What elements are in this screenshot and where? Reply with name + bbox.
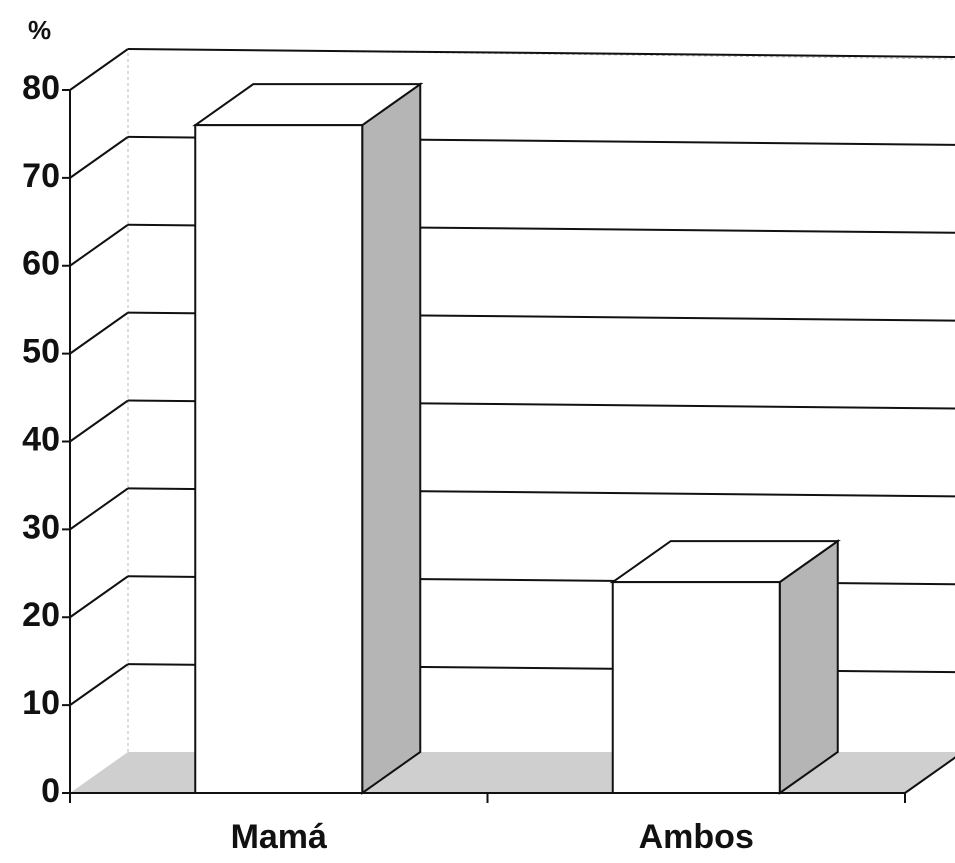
bar xyxy=(611,581,781,794)
x-tick-label: Mamá xyxy=(231,818,327,856)
y-tick-label: 80 xyxy=(22,69,60,107)
bar-side xyxy=(778,539,839,795)
grid-line xyxy=(69,487,129,531)
y-tick-label: 20 xyxy=(22,596,60,634)
y-tick-label: 50 xyxy=(22,333,60,371)
y-tick-label: 70 xyxy=(22,157,60,195)
y-tick-label: 30 xyxy=(22,508,60,546)
x-axis-depth xyxy=(904,756,955,794)
grid-line xyxy=(69,48,129,91)
y-tick-label: 40 xyxy=(22,420,60,458)
y-tick-label: 0 xyxy=(41,772,60,810)
grid-line xyxy=(69,575,129,619)
grid-line xyxy=(69,663,129,706)
y-axis-label: % xyxy=(28,15,51,45)
grid-line xyxy=(69,311,129,355)
x-tick-label: Ambos xyxy=(639,818,754,856)
grid-line xyxy=(69,136,129,179)
y-tick-label: 60 xyxy=(22,245,60,283)
y-tick-label: 10 xyxy=(22,684,60,722)
grid-line xyxy=(69,223,129,267)
grid-line xyxy=(127,48,955,58)
grid-line xyxy=(69,399,129,443)
bar xyxy=(194,124,364,794)
bar-side xyxy=(361,82,422,795)
